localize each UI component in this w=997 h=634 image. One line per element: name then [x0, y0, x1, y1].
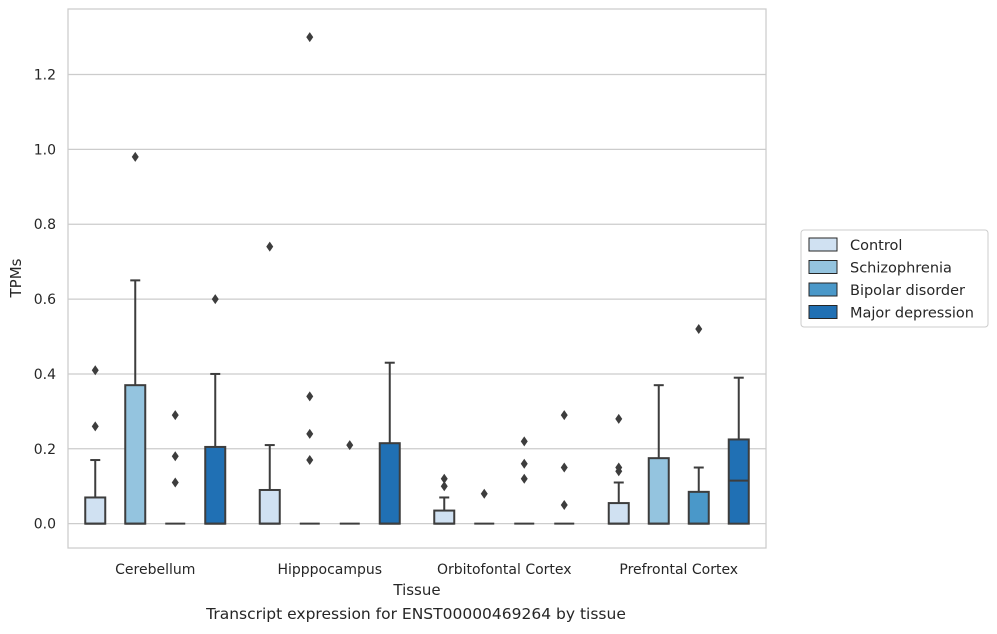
box-body — [378, 442, 401, 525]
legend-item: Bipolar disorder — [808, 282, 965, 299]
box — [647, 384, 670, 525]
box-body — [433, 509, 456, 525]
x-tick-label: Prefrontal Cortex — [619, 562, 738, 578]
box-body — [687, 490, 710, 525]
box — [514, 436, 535, 525]
outlier-point — [211, 294, 219, 305]
box — [124, 151, 147, 525]
box — [378, 361, 401, 525]
x-tick-label: Cerebellum — [115, 562, 195, 578]
category-group — [607, 324, 750, 525]
outlier-point — [306, 391, 314, 402]
outlier-point — [560, 410, 568, 421]
category-group — [84, 151, 227, 525]
legend-label: Control — [850, 238, 902, 254]
x-tick-label: Hipppocampus — [277, 562, 382, 578]
box — [299, 32, 320, 525]
outlier-point — [615, 462, 623, 473]
y-tick-label: 0.0 — [34, 517, 56, 533]
y-tick-label: 0.6 — [34, 292, 56, 308]
box-body — [124, 384, 147, 525]
x-tick-labels: Cerebellum Hipppocampus Orbitofontal Corte… — [115, 562, 738, 578]
box — [204, 294, 227, 525]
legend-label: Bipolar disorder — [850, 283, 965, 299]
legend: Control Schizophrenia Bipolar disorder Majo… — [800, 229, 989, 328]
outlier-point — [560, 462, 568, 473]
legend-item: Major depression — [808, 305, 974, 322]
legend-frame — [800, 229, 989, 328]
outlier-point — [91, 421, 99, 432]
box — [433, 473, 456, 525]
box — [607, 413, 630, 525]
legend-item: Schizophrenia — [808, 260, 952, 277]
y-axis-label: TPMs — [7, 258, 25, 298]
box-body — [647, 457, 670, 525]
box-groups — [84, 32, 750, 525]
outlier-point — [480, 488, 488, 499]
outlier-point — [520, 458, 528, 469]
y-tick-labels: 0.0 0.2 0.4 0.6 0.8 1.0 1.2 — [34, 68, 56, 533]
y-tick-label: 0.4 — [34, 367, 56, 383]
legend-swatch — [808, 282, 838, 297]
box — [258, 241, 281, 525]
x-tick-label: Orbitofontal Cortex — [437, 562, 572, 578]
outlier-point — [306, 428, 314, 439]
y-tick-label: 1.2 — [34, 68, 56, 84]
box — [84, 365, 107, 525]
box — [339, 440, 360, 525]
y-tick-label: 0.8 — [34, 217, 56, 233]
y-tick-label: 1.0 — [34, 142, 56, 158]
outlier-point — [346, 440, 354, 451]
outlier-point — [171, 451, 179, 462]
legend-label: Schizophrenia — [850, 261, 952, 277]
box-body — [258, 488, 281, 525]
outlier-point — [171, 410, 179, 421]
x-axis-label: Tissue — [392, 581, 440, 599]
legend-swatch — [808, 260, 838, 274]
outlier-point — [520, 436, 528, 447]
outlier-point — [306, 455, 314, 466]
legend-label: Major depression — [850, 306, 974, 322]
legend-swatch — [808, 237, 838, 252]
outlier-point — [695, 324, 703, 335]
box — [687, 324, 710, 525]
outlier-point — [560, 499, 568, 510]
box — [474, 488, 495, 525]
outlier-point — [266, 241, 274, 252]
box — [554, 410, 575, 525]
outlier-point — [615, 413, 623, 424]
box — [727, 376, 750, 525]
box — [165, 410, 186, 525]
outlier-point — [131, 151, 139, 162]
legend-item: Control — [808, 237, 902, 254]
box-body — [607, 502, 630, 525]
y-tick-label: 0.2 — [34, 442, 56, 458]
outlier-point — [440, 473, 448, 484]
legend-swatch — [808, 305, 838, 319]
outlier-point — [91, 365, 99, 376]
plot-frame — [67, 8, 767, 549]
outlier-point — [440, 481, 448, 492]
outlier-point — [520, 473, 528, 484]
outlier-point — [306, 32, 314, 43]
box-body — [204, 445, 227, 525]
box-body — [84, 496, 107, 525]
figure-caption: Transcript expression for ENST0000046926… — [206, 605, 626, 623]
category-group — [433, 410, 575, 525]
category-group — [258, 32, 401, 525]
outlier-point — [171, 477, 179, 488]
